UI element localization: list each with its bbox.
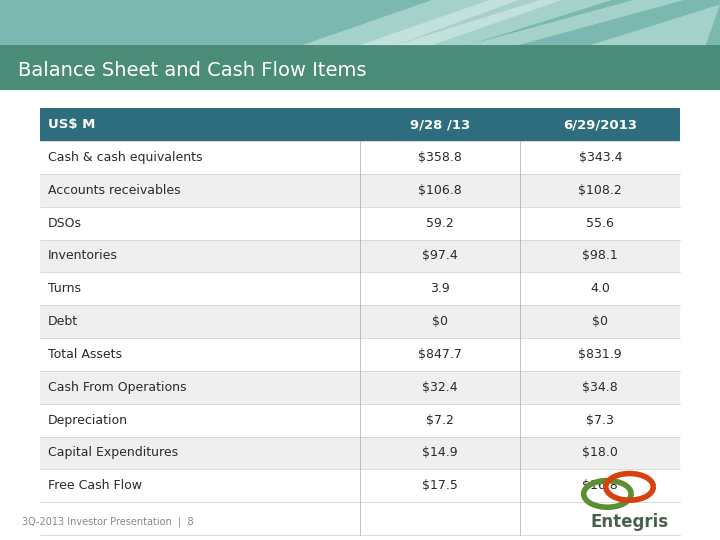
Polygon shape	[562, 4, 720, 45]
Text: $0: $0	[432, 315, 448, 328]
Text: Entegris: Entegris	[590, 513, 669, 531]
Polygon shape	[396, 0, 612, 45]
Bar	[0, 45, 720, 90]
Bar	[40, 207, 680, 240]
Text: $106.8: $106.8	[418, 184, 462, 197]
Bar	[40, 436, 680, 469]
Text: $97.4: $97.4	[422, 249, 458, 262]
Text: $108.2: $108.2	[578, 184, 622, 197]
Bar	[40, 371, 680, 404]
Text: Accounts receivables: Accounts receivables	[48, 184, 181, 197]
Bar	[40, 108, 680, 141]
Text: $98.1: $98.1	[582, 249, 618, 262]
Text: $7.2: $7.2	[426, 414, 454, 427]
Bar	[40, 272, 680, 305]
Text: Cash & cash equivalents: Cash & cash equivalents	[48, 151, 203, 164]
Text: $18.0: $18.0	[582, 447, 618, 460]
Text: 4.0: 4.0	[590, 282, 611, 295]
Text: $0: $0	[593, 315, 608, 328]
Text: $34.8: $34.8	[582, 381, 618, 394]
Bar	[40, 141, 680, 174]
Text: Total Assets: Total Assets	[48, 348, 122, 361]
Bar	[40, 469, 680, 502]
Text: US$ M: US$ M	[48, 118, 96, 131]
Text: $17.5: $17.5	[422, 480, 458, 492]
Text: Debt: Debt	[48, 315, 78, 328]
Text: 55.6: 55.6	[586, 217, 614, 230]
Text: Cash From Operations: Cash From Operations	[48, 381, 186, 394]
Bar	[40, 338, 680, 371]
Text: 6/29/2013: 6/29/2013	[563, 118, 637, 131]
Polygon shape	[302, 0, 518, 45]
Bar	[40, 240, 680, 272]
Text: 9/28 /13: 9/28 /13	[410, 118, 470, 131]
Text: DSOs: DSOs	[48, 217, 82, 230]
Text: $831.9: $831.9	[578, 348, 622, 361]
Text: $343.4: $343.4	[579, 151, 622, 164]
Text: Turns: Turns	[48, 282, 81, 295]
Polygon shape	[468, 0, 684, 45]
Text: $16.8: $16.8	[582, 480, 618, 492]
Text: 3Q-2013 Investor Presentation  |  8: 3Q-2013 Investor Presentation | 8	[22, 516, 193, 526]
Text: 3.9: 3.9	[431, 282, 450, 295]
Text: 59.2: 59.2	[426, 217, 454, 230]
Text: $847.7: $847.7	[418, 348, 462, 361]
Text: Capital Expenditures: Capital Expenditures	[48, 447, 179, 460]
Text: Depreciation: Depreciation	[48, 414, 128, 427]
Bar	[40, 404, 680, 436]
Polygon shape	[360, 0, 562, 45]
Text: $32.4: $32.4	[423, 381, 458, 394]
Bar	[0, 0, 720, 45]
Text: Balance Sheet and Cash Flow Items: Balance Sheet and Cash Flow Items	[18, 61, 366, 80]
Text: Inventories: Inventories	[48, 249, 118, 262]
Text: $14.9: $14.9	[423, 447, 458, 460]
Text: $358.8: $358.8	[418, 151, 462, 164]
Bar	[40, 174, 680, 207]
Bar	[40, 305, 680, 338]
Text: Free Cash Flow: Free Cash Flow	[48, 480, 143, 492]
Text: $7.3: $7.3	[586, 414, 614, 427]
